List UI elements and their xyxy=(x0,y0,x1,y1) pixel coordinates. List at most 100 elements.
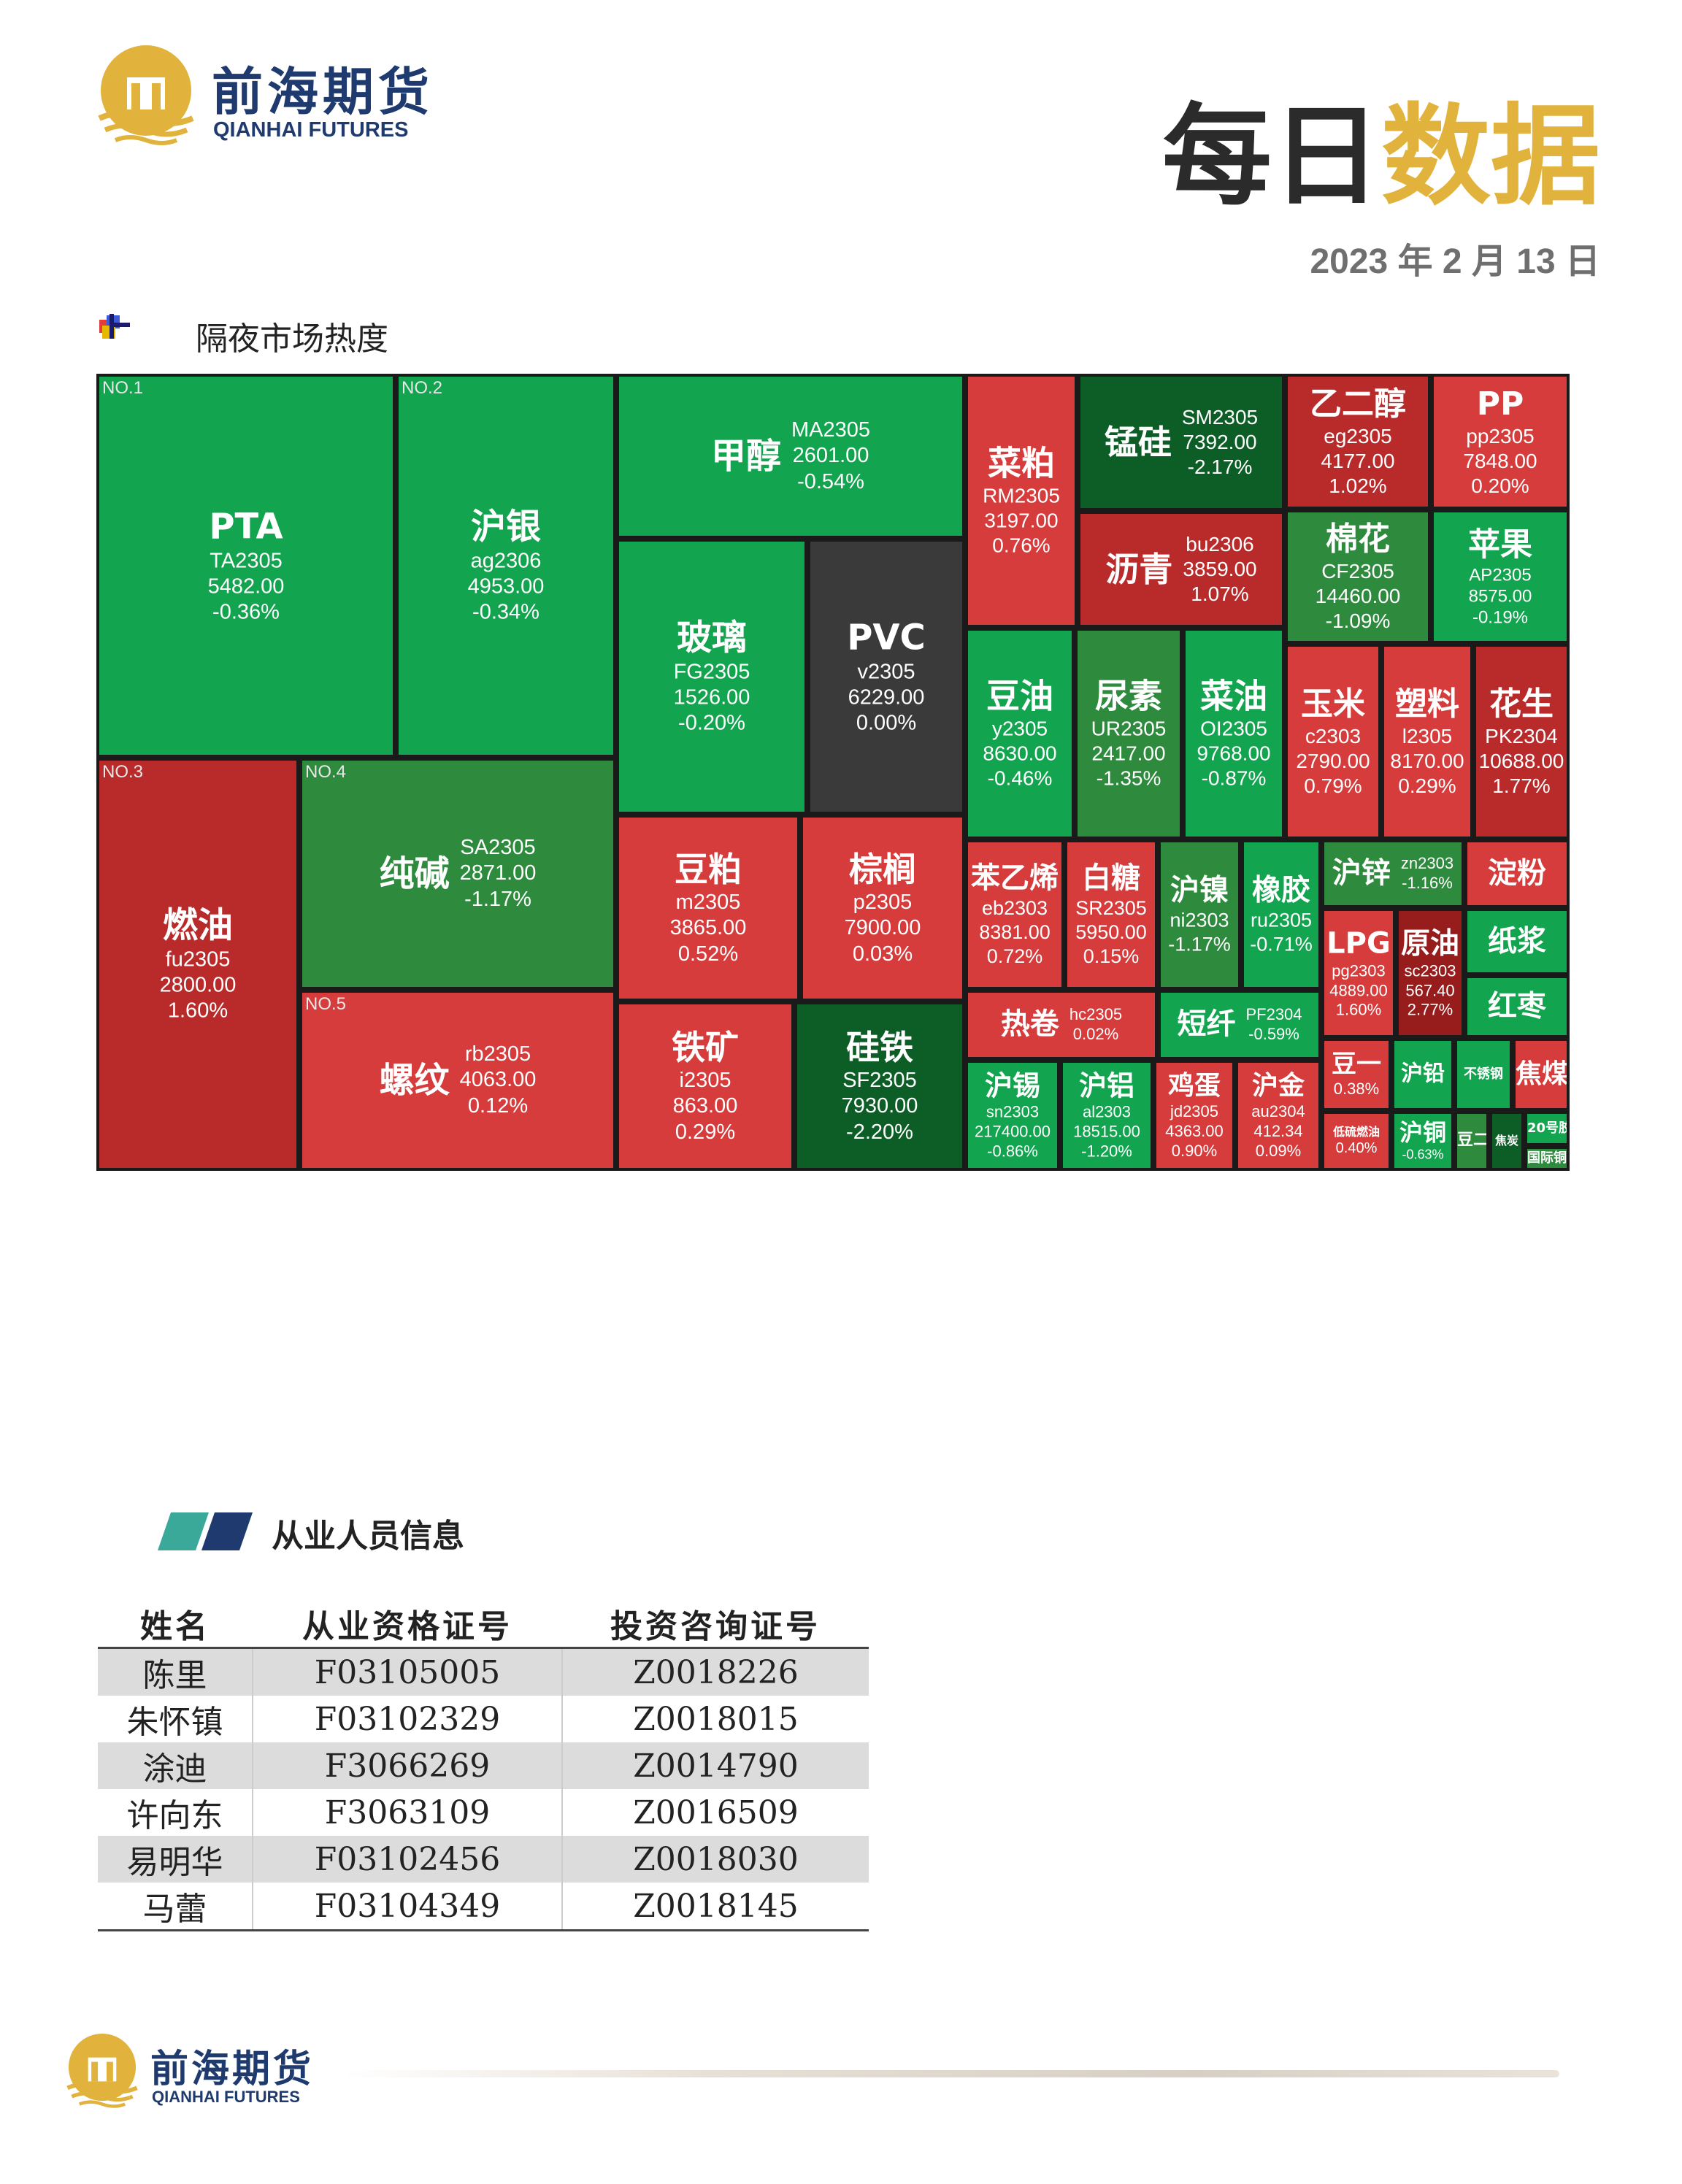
treemap-tile: 焦煤 xyxy=(1513,1038,1570,1111)
qualification-number: F03105005 xyxy=(253,1647,563,1696)
tile-name: 不锈钢 xyxy=(1464,1066,1503,1083)
tile-change: 0.00% xyxy=(856,711,917,735)
tile-code: zn2303 xyxy=(1400,854,1454,873)
table-row: 马蕾 F03104349 Z0018145 xyxy=(98,1883,869,1931)
treemap-tile: 锰硅 SM2305 7392.00 -2.17% xyxy=(1078,374,1285,511)
tile-change: 0.20% xyxy=(1471,474,1529,497)
tile-price: 3865.00 xyxy=(669,916,747,940)
table-row: 涂迪 F3066269 Z0014790 xyxy=(98,1742,869,1789)
qualification-number: F03102456 xyxy=(253,1836,563,1883)
treemap-tile: 豆一 0.38% xyxy=(1321,1038,1391,1111)
qualification-number: F03102329 xyxy=(253,1696,563,1742)
tile-name: PVC xyxy=(847,617,926,658)
treemap-tile: 沪铜 -0.63% xyxy=(1391,1111,1454,1171)
tile-code: al2303 xyxy=(1082,1102,1132,1121)
tile-content: 玉米 c2303 2790.00 0.79% xyxy=(1288,685,1378,799)
qualification-number: F3063109 xyxy=(253,1789,563,1836)
treemap-tile: 低硫燃油 0.40% xyxy=(1321,1111,1391,1171)
tile-content: 苯乙烯 eb2303 8381.00 0.72% xyxy=(968,861,1061,969)
tile-price: 3859.00 xyxy=(1183,557,1257,580)
tile-name: 热卷 xyxy=(1000,1007,1059,1042)
consulting-number: Z0016509 xyxy=(633,1793,799,1831)
tile-content: PVC v2305 6229.00 0.00% xyxy=(810,617,962,737)
tile-name: 铁矿 xyxy=(672,1027,739,1067)
tile-name: 沪银 xyxy=(470,506,541,547)
tile-change: 0.38% xyxy=(1333,1080,1380,1099)
tile-price: 7848.00 xyxy=(1463,449,1537,472)
tile-name: LPG xyxy=(1326,926,1391,961)
tile-name: 菜粕 xyxy=(988,443,1055,483)
tile-name: 豆粕 xyxy=(675,849,742,889)
tile-code: pp2305 xyxy=(1466,424,1535,447)
tile-change: -0.20% xyxy=(678,711,745,735)
tile-price: 4953.00 xyxy=(467,574,545,599)
tile-code: v2305 xyxy=(857,660,915,684)
tile-name: 花生 xyxy=(1489,685,1554,723)
tile-price: 2417.00 xyxy=(1091,742,1166,765)
tile-content: 白糖 SR2305 5950.00 0.15% xyxy=(1067,861,1155,969)
tile-change: -2.20% xyxy=(846,1120,913,1144)
tile-price: 6229.00 xyxy=(848,685,925,710)
tile-name: 锰硅 xyxy=(1104,422,1172,462)
tile-code: PK2304 xyxy=(1485,724,1558,747)
column-header: 姓名 xyxy=(98,1600,253,1649)
treemap-tile: 红枣 xyxy=(1464,975,1570,1038)
treemap-tile: 沪锡 sn2303 217400.00 -0.86% xyxy=(965,1060,1060,1171)
treemap-tile: NO.4 纯碱 SA2305 2871.00 -1.17% xyxy=(299,758,616,990)
tile-name: 国际铜 xyxy=(1527,1150,1567,1166)
staff-name: 马蕾 xyxy=(98,1883,253,1931)
table-row: 陈里 F03105005 Z0018226 xyxy=(98,1647,869,1696)
treemap-tile: 豆油 y2305 8630.00 -0.46% xyxy=(965,628,1075,839)
tile-price: 4889.00 xyxy=(1329,980,1388,999)
tile-content: 焦煤 xyxy=(1516,1058,1567,1091)
treemap-tile: 橡胶 ru2305 -0.71% xyxy=(1241,839,1321,990)
table-header-row: 姓名 从业资格证号 投资咨询证号 xyxy=(98,1600,869,1649)
brand-name-en: QIANHAI FUTURES xyxy=(213,118,409,142)
tile-name: 玉米 xyxy=(1301,685,1365,723)
tile-content: 燃油 fu2305 2800.00 1.60% xyxy=(99,904,296,1025)
tile-change: -0.46% xyxy=(987,767,1053,791)
tile-change: -1.09% xyxy=(1325,609,1391,632)
tile-content: 玻璃 FG2305 1526.00 -0.20% xyxy=(619,617,804,737)
tile-name: 苹果 xyxy=(1468,526,1532,564)
treemap-tile: 焦炭 xyxy=(1489,1111,1524,1171)
tile-content: 鸡蛋 jd2305 4363.00 0.90% xyxy=(1156,1070,1232,1161)
tile-change: 1.02% xyxy=(1329,474,1387,497)
parallelogram-icon xyxy=(158,1512,253,1550)
tile-name: 螺纹 xyxy=(379,1059,450,1101)
tile-code: sc2303 xyxy=(1404,961,1456,980)
tile-change: -2.17% xyxy=(1187,455,1253,479)
tile-code: OI2305 xyxy=(1200,717,1267,740)
tile-content: 豆二 xyxy=(1457,1131,1486,1151)
tile-name: 塑料 xyxy=(1395,685,1459,723)
tile-name: 红枣 xyxy=(1488,989,1546,1023)
tile-name: 淀粉 xyxy=(1488,856,1546,891)
table-row: 许向东 F3063109 Z0016509 xyxy=(98,1789,869,1836)
tile-change: -0.63% xyxy=(1402,1147,1444,1162)
column-header: 从业资格证号 xyxy=(253,1600,562,1649)
tile-content: 棉花 CF2305 14460.00 -1.09% xyxy=(1288,520,1428,634)
tile-name: 沥青 xyxy=(1105,549,1173,589)
page-title: 每日数据 xyxy=(1162,102,1600,212)
treemap-tile: NO.5 螺纹 rb2305 4063.00 0.12% xyxy=(299,990,616,1171)
tile-change: -1.17% xyxy=(1168,933,1231,956)
treemap-tile: 短纤 PF2304 -0.59% xyxy=(1158,990,1321,1060)
treemap-tile: 玻璃 FG2305 1526.00 -0.20% xyxy=(616,539,807,815)
tile-content: 菜粕 RM2305 3197.00 0.76% xyxy=(968,443,1075,559)
tile-name: 豆油 xyxy=(986,676,1053,716)
staff-name: 陈里 xyxy=(98,1647,253,1696)
tile-code: y2305 xyxy=(991,717,1048,740)
tile-name: 鸡蛋 xyxy=(1167,1070,1221,1101)
tile-price: 8575.00 xyxy=(1468,586,1532,607)
report-date: 2023 年 2 月 13 日 xyxy=(1310,242,1600,281)
staff-name: 朱怀镇 xyxy=(98,1696,253,1742)
logo-emblem-icon xyxy=(98,45,194,145)
treemap-tile: 豆二 xyxy=(1454,1111,1489,1171)
table-row: 朱怀镇 F03102329 Z0018015 xyxy=(98,1696,869,1742)
treemap-tile: 沪锌 zn2303 -1.16% xyxy=(1321,839,1464,908)
tile-content: 棕榈 p2305 7900.00 0.03% xyxy=(803,849,962,967)
tile-change: 1.77% xyxy=(1492,774,1551,797)
tile-code: m2305 xyxy=(675,890,741,914)
tile-price: 863.00 xyxy=(672,1094,738,1118)
treemap-tile: 沪铝 al2303 18515.00 -1.20% xyxy=(1060,1060,1153,1171)
